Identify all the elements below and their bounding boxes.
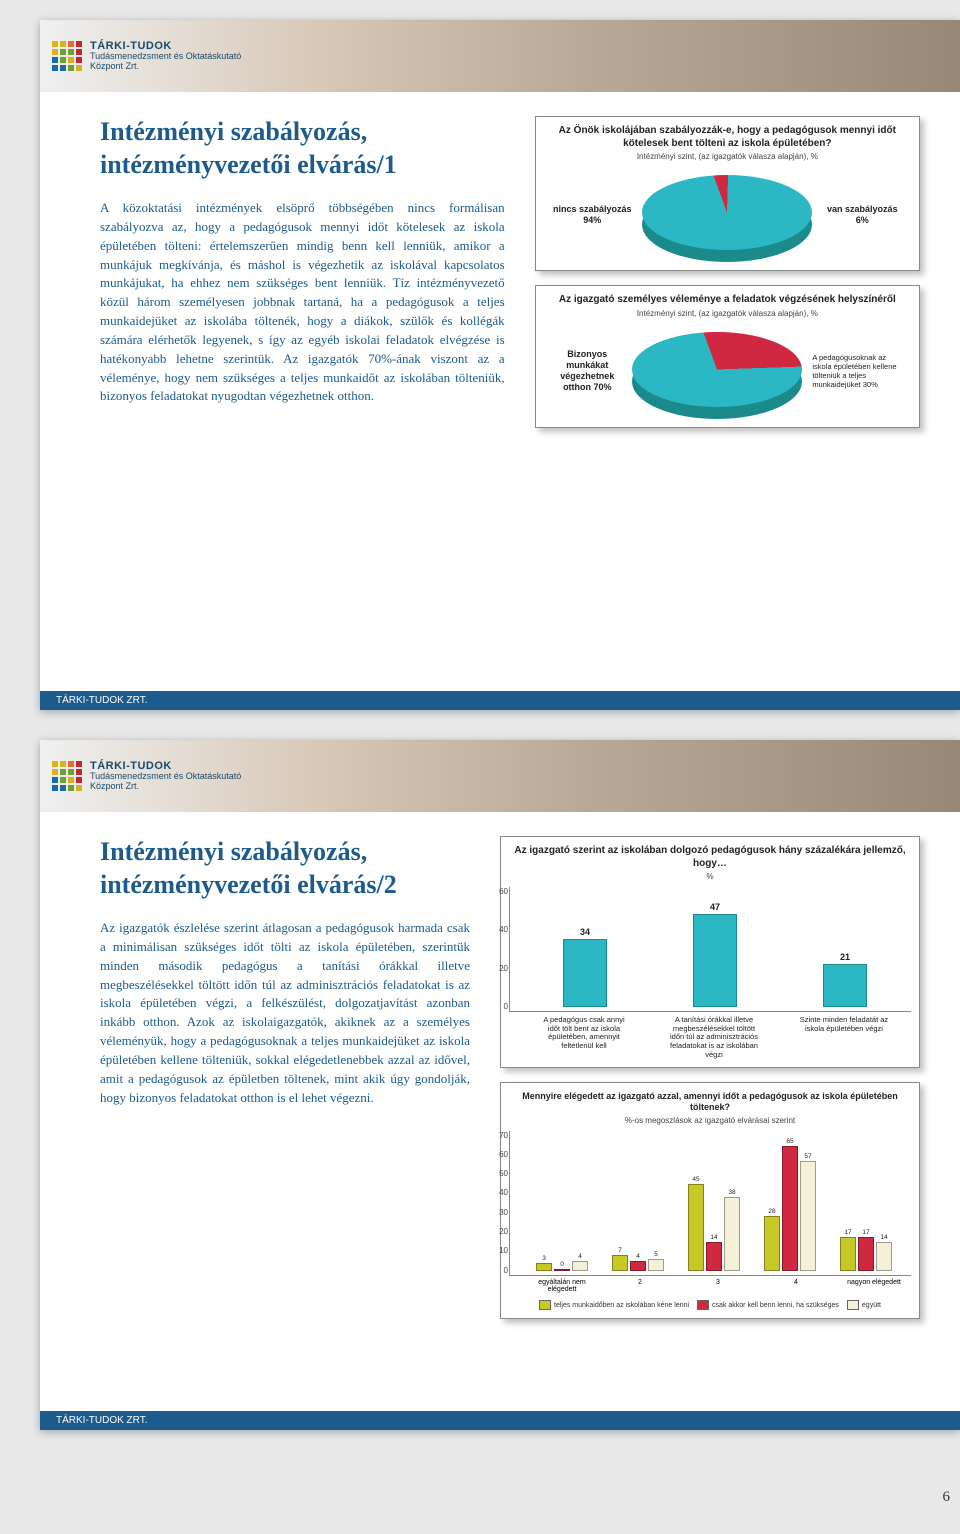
pie1-right-label: van szabályozás 6% — [822, 204, 902, 226]
header-banner: TÁRKI-TUDOK Tudásmenedzsment és Oktatásk… — [40, 20, 960, 92]
pie1-left-label: nincs szabályozás 94% — [552, 204, 632, 226]
pie2-subtitle: Intézményi szint, (az igazgatók válasza … — [544, 309, 911, 318]
logo-icon — [52, 761, 82, 791]
grouped-subtitle: %-os megoszlások az igazgató elvárásai s… — [509, 1116, 911, 1125]
slide-2: TÁRKI-TUDOK Tudásmenedzsment és Oktatásk… — [40, 740, 960, 1430]
pie1-title: Az Önök iskolájában szabályozzák-e, hogy… — [544, 125, 911, 150]
pie2-right-label: A pedagógusoknak az iskola épületében ke… — [812, 353, 902, 389]
logo: TÁRKI-TUDOK Tudásmenedzsment és Oktatásk… — [52, 760, 241, 792]
logo-sub2: Központ Zrt. — [90, 62, 241, 72]
page-number: 6 — [943, 1489, 951, 1506]
pie-chart-opinion: Az igazgató személyes véleménye a felada… — [535, 285, 920, 428]
header-banner: TÁRKI-TUDOK Tudásmenedzsment és Oktatásk… — [40, 740, 960, 812]
bar-chart-percentage: Az igazgató szerint az iskolában dolgozó… — [500, 836, 920, 1068]
pie2-title: Az igazgató személyes véleménye a felada… — [544, 294, 911, 307]
logo: TÁRKI-TUDOK Tudásmenedzsment és Oktatásk… — [52, 40, 241, 72]
grouped-bar-satisfaction: Mennyire elégedett az igazgató azzal, am… — [500, 1082, 920, 1319]
slide-1: TÁRKI-TUDOK Tudásmenedzsment és Oktatásk… — [40, 20, 960, 710]
logo-sub2: Központ Zrt. — [90, 782, 241, 792]
grouped-title: Mennyire elégedett az igazgató azzal, am… — [509, 1091, 911, 1114]
slide-1-body: A közoktatási intézmények elsöprő többsé… — [100, 199, 505, 406]
slide-footer: TÁRKI-TUDOK ZRT. — [40, 691, 960, 710]
slide-footer: TÁRKI-TUDOK ZRT. — [40, 1411, 960, 1430]
pie2 — [632, 324, 802, 419]
pie1-subtitle: Intézményi szint, (az igazgatók válasza … — [544, 152, 911, 161]
pie1 — [642, 167, 812, 262]
slide-2-body: Az igazgatók észlelése szerint átlagosan… — [100, 919, 470, 1107]
bar-plot-area: 6040200 344721 — [509, 887, 911, 1012]
pie2-left-label: Bizonyos munkákat végezhetnek otthon 70% — [552, 349, 622, 392]
grouped-plot-area: 706050403020100 304745451438286557171714 — [509, 1131, 911, 1276]
slide-2-title: Intézményi szabályozás, intézményvezetői… — [100, 836, 470, 901]
bar-subtitle: % — [509, 872, 911, 881]
grouped-legend: teljes munkaidőben az iskolában kéne len… — [509, 1300, 911, 1310]
logo-icon — [52, 41, 82, 71]
slide-1-title: Intézményi szabályozás, intézményvezetői… — [100, 116, 505, 181]
pie-chart-regulation: Az Önök iskolájában szabályozzák-e, hogy… — [535, 116, 920, 271]
bar-title: Az igazgató szerint az iskolában dolgozó… — [509, 845, 911, 870]
